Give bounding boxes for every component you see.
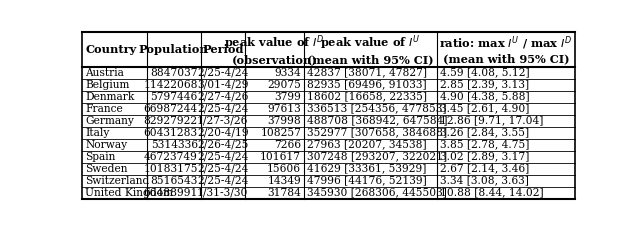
Text: 29075: 29075 (268, 79, 301, 90)
Text: Country: Country (86, 44, 137, 55)
Text: 2/26-4/25: 2/26-4/25 (197, 140, 248, 150)
Text: 60431283: 60431283 (143, 128, 198, 138)
Text: France: France (86, 104, 124, 114)
Text: 41629 [33361, 53929]: 41629 [33361, 53929] (307, 163, 426, 174)
Text: Sweden: Sweden (86, 163, 128, 174)
Text: 82927922: 82927922 (143, 116, 198, 126)
Text: 488708 [368942, 647584]: 488708 [368942, 647584] (307, 116, 447, 126)
Text: 5797446: 5797446 (150, 91, 198, 101)
Text: 37998: 37998 (268, 116, 301, 126)
Text: 2/25-4/24: 2/25-4/24 (197, 163, 248, 174)
Text: ratio: max $I^U$ / max $I^D$
(mean with 95% CI): ratio: max $I^U$ / max $I^D$ (mean with … (440, 34, 573, 65)
Text: 8516543: 8516543 (150, 175, 198, 185)
Text: 108257: 108257 (260, 128, 301, 138)
Text: 66488991: 66488991 (143, 188, 198, 197)
Text: Italy: Italy (86, 128, 110, 138)
Text: 7266: 7266 (274, 140, 301, 150)
Text: 3.26 [2.84, 3.55]: 3.26 [2.84, 3.55] (440, 128, 529, 138)
Text: 101617: 101617 (260, 152, 301, 162)
Text: 8847037: 8847037 (150, 68, 198, 78)
Text: peak value of $I^D$
(observation): peak value of $I^D$ (observation) (224, 34, 325, 65)
Text: 97613: 97613 (268, 104, 301, 114)
Text: 2/25-4/24: 2/25-4/24 (197, 104, 248, 114)
Text: peak value of $I^U$
(mean with 95% CI): peak value of $I^U$ (mean with 95% CI) (307, 34, 434, 65)
Text: 11422068: 11422068 (143, 79, 198, 90)
Text: 1/27-3/26: 1/27-3/26 (197, 116, 248, 126)
Text: 10183175: 10183175 (143, 163, 198, 174)
Text: 3.34 [3.08, 3.63]: 3.34 [3.08, 3.63] (440, 175, 529, 185)
Text: 2/27-4/26: 2/27-4/26 (197, 91, 248, 101)
Text: 3799: 3799 (275, 91, 301, 101)
Text: 12.86 [9.71, 17.04]: 12.86 [9.71, 17.04] (440, 116, 543, 126)
Text: 10.88 [8.44, 14.02]: 10.88 [8.44, 14.02] (440, 188, 544, 197)
Text: 307248 [293207, 322021]: 307248 [293207, 322021] (307, 152, 447, 162)
Text: 345930 [268306, 445503]: 345930 [268306, 445503] (307, 188, 447, 197)
Text: United Kingdom: United Kingdom (86, 188, 173, 197)
Text: Denmark: Denmark (86, 91, 135, 101)
Text: 3.85 [2.78, 4.75]: 3.85 [2.78, 4.75] (440, 140, 529, 150)
Text: Belgium: Belgium (86, 79, 130, 90)
Text: 2/20-4/19: 2/20-4/19 (197, 128, 249, 138)
Text: Norway: Norway (86, 140, 127, 150)
Text: 3/01-4/29: 3/01-4/29 (197, 79, 248, 90)
Text: 46723749: 46723749 (144, 152, 198, 162)
Text: 3.45 [2.61, 4.90]: 3.45 [2.61, 4.90] (440, 104, 529, 114)
Text: 42837 [38071, 47827]: 42837 [38071, 47827] (307, 68, 427, 78)
Text: Switzerland: Switzerland (86, 175, 150, 185)
Text: 4.59 [4.08, 5.12]: 4.59 [4.08, 5.12] (440, 68, 530, 78)
Text: 18602 [16658, 22335]: 18602 [16658, 22335] (307, 91, 427, 101)
Text: 2/25-4/24: 2/25-4/24 (197, 68, 248, 78)
Text: Population: Population (139, 44, 209, 55)
Text: 9334: 9334 (275, 68, 301, 78)
Text: 2/25-4/24: 2/25-4/24 (197, 152, 248, 162)
Text: 1/31-3/30: 1/31-3/30 (197, 188, 248, 197)
Text: 2/25-4/24: 2/25-4/24 (197, 175, 248, 185)
Text: 2.67 [2.14, 3.46]: 2.67 [2.14, 3.46] (440, 163, 529, 174)
Text: 31784: 31784 (268, 188, 301, 197)
Text: 352977 [307658, 384688]: 352977 [307658, 384688] (307, 128, 447, 138)
Text: 5314336: 5314336 (150, 140, 198, 150)
Text: 336513 [254356, 477853]: 336513 [254356, 477853] (307, 104, 447, 114)
Text: 82935 [69496, 91033]: 82935 [69496, 91033] (307, 79, 427, 90)
Text: 14349: 14349 (268, 175, 301, 185)
Text: 66987244: 66987244 (143, 104, 198, 114)
Text: Germany: Germany (86, 116, 134, 126)
Text: 27963 [20207, 34538]: 27963 [20207, 34538] (307, 140, 427, 150)
Text: 3.02 [2.89, 3.17]: 3.02 [2.89, 3.17] (440, 152, 529, 162)
Text: 47996 [44176, 52139]: 47996 [44176, 52139] (307, 175, 427, 185)
Text: 15606: 15606 (267, 163, 301, 174)
Text: Period: Period (202, 44, 244, 55)
Text: Austria: Austria (86, 68, 124, 78)
Text: 4.90 [4.38, 5.88]: 4.90 [4.38, 5.88] (440, 91, 530, 101)
Text: 2.85 [2.39, 3.13]: 2.85 [2.39, 3.13] (440, 79, 529, 90)
Text: Spain: Spain (86, 152, 116, 162)
